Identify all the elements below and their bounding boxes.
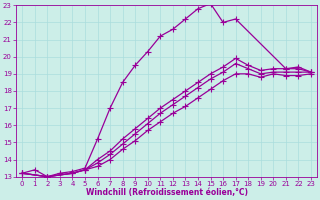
X-axis label: Windchill (Refroidissement éolien,°C): Windchill (Refroidissement éolien,°C) [85, 188, 248, 197]
